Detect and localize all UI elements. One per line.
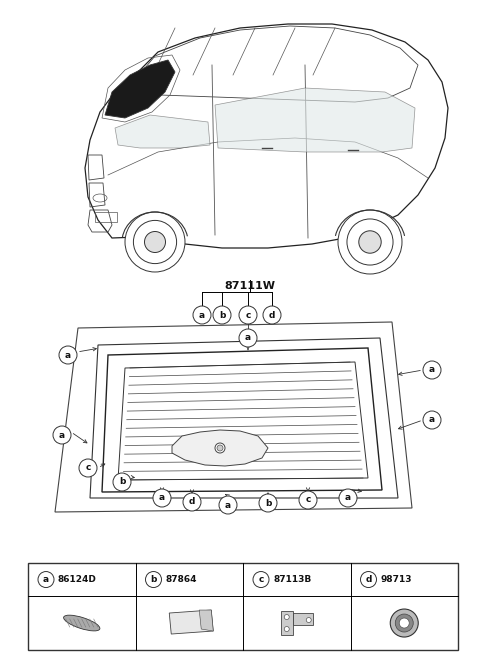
Text: c: c — [305, 495, 311, 504]
Circle shape — [153, 489, 171, 507]
Text: a: a — [65, 350, 71, 359]
Text: a: a — [245, 333, 251, 342]
Polygon shape — [172, 430, 268, 466]
Circle shape — [360, 571, 376, 588]
Circle shape — [217, 445, 223, 451]
Circle shape — [263, 306, 281, 324]
Text: a: a — [43, 575, 49, 584]
Text: b: b — [265, 499, 271, 508]
Circle shape — [259, 494, 277, 512]
Circle shape — [284, 615, 289, 619]
Circle shape — [113, 473, 131, 491]
Polygon shape — [105, 60, 175, 118]
Circle shape — [390, 609, 418, 637]
Circle shape — [38, 571, 54, 588]
Circle shape — [145, 571, 161, 588]
Circle shape — [253, 571, 269, 588]
Text: c: c — [85, 464, 91, 472]
Circle shape — [125, 212, 185, 272]
Text: 87864: 87864 — [166, 575, 197, 584]
Circle shape — [59, 346, 77, 364]
Text: d: d — [365, 575, 372, 584]
Circle shape — [144, 232, 166, 253]
Polygon shape — [115, 115, 210, 148]
Text: a: a — [159, 493, 165, 502]
Text: c: c — [258, 575, 264, 584]
Circle shape — [239, 306, 257, 324]
Circle shape — [395, 614, 413, 632]
Circle shape — [338, 210, 402, 274]
Circle shape — [219, 496, 237, 514]
Text: c: c — [245, 310, 251, 319]
Text: a: a — [429, 365, 435, 375]
Text: a: a — [59, 430, 65, 440]
Text: a: a — [225, 501, 231, 510]
Circle shape — [239, 329, 257, 347]
Circle shape — [359, 231, 381, 253]
Ellipse shape — [64, 615, 100, 631]
Circle shape — [423, 361, 441, 379]
Circle shape — [183, 493, 201, 511]
Text: a: a — [199, 310, 205, 319]
Text: 87111W: 87111W — [225, 281, 276, 291]
Polygon shape — [215, 88, 415, 152]
Circle shape — [306, 617, 311, 623]
Text: 98713: 98713 — [381, 575, 412, 584]
Circle shape — [284, 626, 289, 632]
Circle shape — [399, 618, 409, 628]
Circle shape — [215, 443, 225, 453]
Text: a: a — [429, 415, 435, 424]
Text: d: d — [269, 310, 275, 319]
Circle shape — [423, 411, 441, 429]
Text: 87113B: 87113B — [273, 575, 311, 584]
Polygon shape — [169, 610, 213, 634]
Bar — [28, 563, 458, 650]
Text: 86124D: 86124D — [58, 575, 97, 584]
Polygon shape — [199, 610, 213, 631]
Circle shape — [339, 489, 357, 507]
Text: a: a — [345, 493, 351, 502]
Bar — [281, 611, 293, 635]
Bar — [95, 212, 117, 222]
Text: d: d — [189, 497, 195, 506]
Circle shape — [53, 426, 71, 444]
Text: b: b — [150, 575, 156, 584]
Bar — [293, 613, 313, 625]
Circle shape — [193, 306, 211, 324]
Circle shape — [299, 491, 317, 509]
Circle shape — [79, 459, 97, 477]
Text: b: b — [119, 478, 125, 487]
Circle shape — [213, 306, 231, 324]
Text: b: b — [219, 310, 225, 319]
